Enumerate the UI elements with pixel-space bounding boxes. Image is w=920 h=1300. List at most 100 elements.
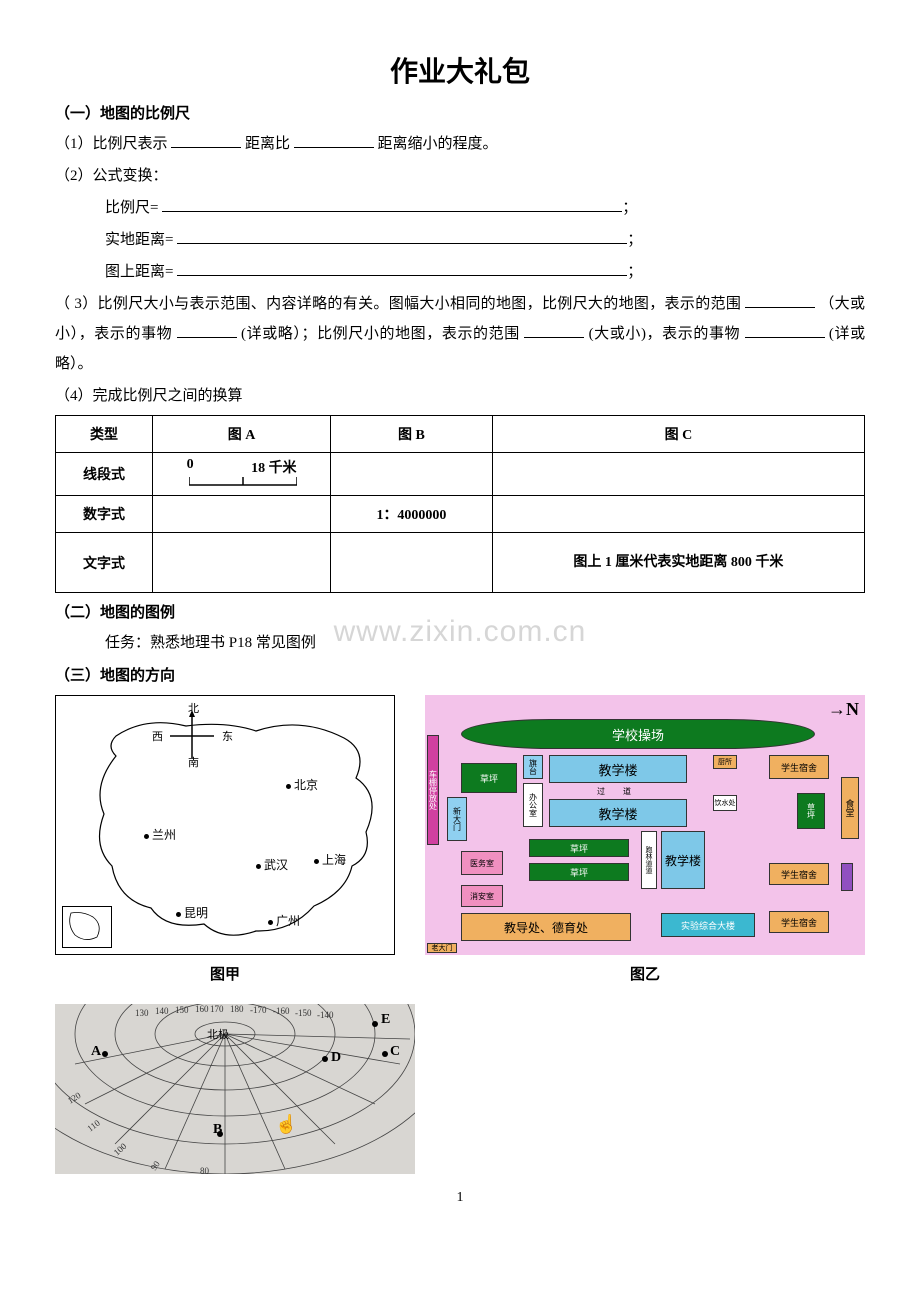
svg-text:110: 110 xyxy=(85,1117,102,1133)
q1-suffix: 距离缩小的程度。 xyxy=(378,136,498,152)
formula-3-label: 图上距离= xyxy=(105,264,173,280)
table-row-3-label: 文字式 xyxy=(56,533,153,593)
section-1-heading: （一）地图的比例尺 xyxy=(55,102,865,123)
table-header-c: 图 C xyxy=(492,416,864,453)
tree: 草坪 xyxy=(797,793,825,829)
security: 消安室 xyxy=(461,885,503,907)
page-title: 作业大礼包 xyxy=(55,50,865,90)
blank-field[interactable] xyxy=(745,323,825,338)
table-cell-a3[interactable] xyxy=(153,533,331,593)
svg-text:-150: -150 xyxy=(295,1008,312,1018)
city-label: 北京 xyxy=(294,778,318,792)
formula-2-label: 实地距离= xyxy=(105,232,173,248)
city-shanghai: 上海 xyxy=(314,851,346,868)
blank-field[interactable] xyxy=(524,323,584,338)
medical: 医务室 xyxy=(461,851,503,875)
city-lanzhou: 兰州 xyxy=(144,826,176,843)
table-row-2-label: 数字式 xyxy=(56,496,153,533)
purple-block xyxy=(841,863,853,891)
figure-china-caption: 图甲 xyxy=(210,963,240,984)
blank-field[interactable] xyxy=(745,293,815,308)
svg-text:80: 80 xyxy=(200,1166,210,1174)
blank-field[interactable] xyxy=(177,323,237,338)
svg-text:100: 100 xyxy=(112,1141,129,1158)
city-wuhan: 武汉 xyxy=(256,856,288,873)
blank-field[interactable] xyxy=(177,261,627,276)
formula-3: 图上距离= ； xyxy=(55,257,865,287)
polar-point-b: B xyxy=(213,1122,222,1138)
path: 跑林道道 xyxy=(641,831,657,889)
school-map: →N 学校操场 车棚停放处 草坪 旗台 教学楼 办公室 过 道 教学楼 新大门 … xyxy=(425,695,865,955)
table-row-1-label: 线段式 xyxy=(56,453,153,496)
svg-text:150: 150 xyxy=(175,1005,189,1015)
guidance: 教导处、德育处 xyxy=(461,913,631,941)
compass-icon: 北 南 西 东 xyxy=(166,710,218,765)
scale-bar-graphic: 0 18 千米 xyxy=(187,461,297,487)
old-gate: 老大门 xyxy=(427,943,457,953)
section-3-heading: （三）地图的方向 xyxy=(55,664,865,685)
question-3: （ 3）比例尺大小与表示范围、内容详略的有关。图幅大小相同的地图，比例尺大的地图… xyxy=(55,289,865,379)
figures-row: 北 南 西 东 北京 兰州 武汉 上海 昆明 广州 图甲 →N 学校操场 车棚停… xyxy=(55,695,865,984)
q3-text-4: (大或小)，表示的事物 xyxy=(589,326,741,342)
city-guangzhou: 广州 xyxy=(268,912,300,929)
q3-text-3: (详或略）；比例尺小的地图，表示的范围 xyxy=(241,326,520,342)
polar-point-a: A xyxy=(91,1044,101,1060)
svg-text:170: 170 xyxy=(210,1004,224,1014)
q3-text-1: （ 3）比例尺大小与表示范围、内容详略的有关。图幅大小相同的地图，比例尺大的地图… xyxy=(55,296,741,312)
table-cell-a1: 0 18 千米 xyxy=(153,453,331,496)
lawn-2: 草坪 xyxy=(529,839,629,857)
table-cell-c2[interactable] xyxy=(492,496,864,533)
table-cell-b3[interactable] xyxy=(331,533,493,593)
table-cell-b1[interactable] xyxy=(331,453,493,496)
teaching-2: 教学楼 xyxy=(549,799,687,827)
svg-text:120: 120 xyxy=(66,1090,83,1106)
north-arrow: →N xyxy=(828,699,859,720)
lib: 饮水处 xyxy=(713,795,737,811)
blank-field[interactable] xyxy=(171,133,241,148)
svg-text:-140: -140 xyxy=(317,1010,334,1020)
page-number: 1 xyxy=(457,1190,464,1206)
teaching-1: 教学楼 xyxy=(549,755,687,783)
hall: 过 道 xyxy=(549,785,687,797)
compass-east: 东 xyxy=(222,728,233,744)
dorm-1: 学生宿舍 xyxy=(769,755,829,779)
question-1: （1）比例尺表示 距离比 距离缩小的程度。 xyxy=(55,129,865,159)
city-label: 昆明 xyxy=(184,906,208,920)
table-cell-a2[interactable] xyxy=(153,496,331,533)
city-label: 广州 xyxy=(276,914,300,928)
lawn-3: 草坪 xyxy=(529,863,629,881)
section-2-heading: （二）地图的图例 xyxy=(55,601,865,622)
section-2-task: 任务：熟悉地理书 P18 常见图例 xyxy=(55,628,865,658)
north-label: N xyxy=(846,699,859,719)
compass-south: 南 xyxy=(188,754,199,770)
city-kunming: 昆明 xyxy=(176,904,208,921)
playground: 学校操场 xyxy=(461,719,815,749)
polar-point-e: E xyxy=(381,1012,390,1028)
inset-box xyxy=(62,906,112,948)
figure-school-caption: 图乙 xyxy=(630,963,660,984)
flag: 旗台 xyxy=(523,755,543,779)
compass-west: 西 xyxy=(152,728,163,744)
question-2-label: （2）公式变换： xyxy=(55,161,865,191)
scale-conversion-table: 类型 图 A 图 B 图 C 线段式 0 18 千米 数字式 1：400 xyxy=(55,415,865,593)
blank-field[interactable] xyxy=(294,133,374,148)
figure-china-column: 北 南 西 东 北京 兰州 武汉 上海 昆明 广州 图甲 xyxy=(55,695,395,984)
table-cell-c1[interactable] xyxy=(492,453,864,496)
svg-text:140: 140 xyxy=(155,1006,169,1016)
lawn-1: 草坪 xyxy=(461,763,517,793)
svg-text:160: 160 xyxy=(195,1004,209,1014)
polar-point-d: D xyxy=(331,1050,341,1066)
blank-field[interactable] xyxy=(177,229,627,244)
svg-text:-160: -160 xyxy=(273,1006,290,1016)
scale-zero: 0 xyxy=(187,457,194,473)
polar-point-c: C xyxy=(390,1044,400,1060)
formula-1: 比例尺= ； xyxy=(55,193,865,223)
dorm-2: 学生宿舍 xyxy=(769,863,829,885)
compass-north: 北 xyxy=(188,700,199,716)
table-cell-b2: 1：4000000 xyxy=(331,496,493,533)
table-header-b: 图 B xyxy=(331,416,493,453)
table-header-type: 类型 xyxy=(56,416,153,453)
lab: 实验综合大楼 xyxy=(661,913,755,937)
question-4-label: （4）完成比例尺之间的换算 xyxy=(55,381,865,411)
blank-field[interactable] xyxy=(162,197,622,212)
